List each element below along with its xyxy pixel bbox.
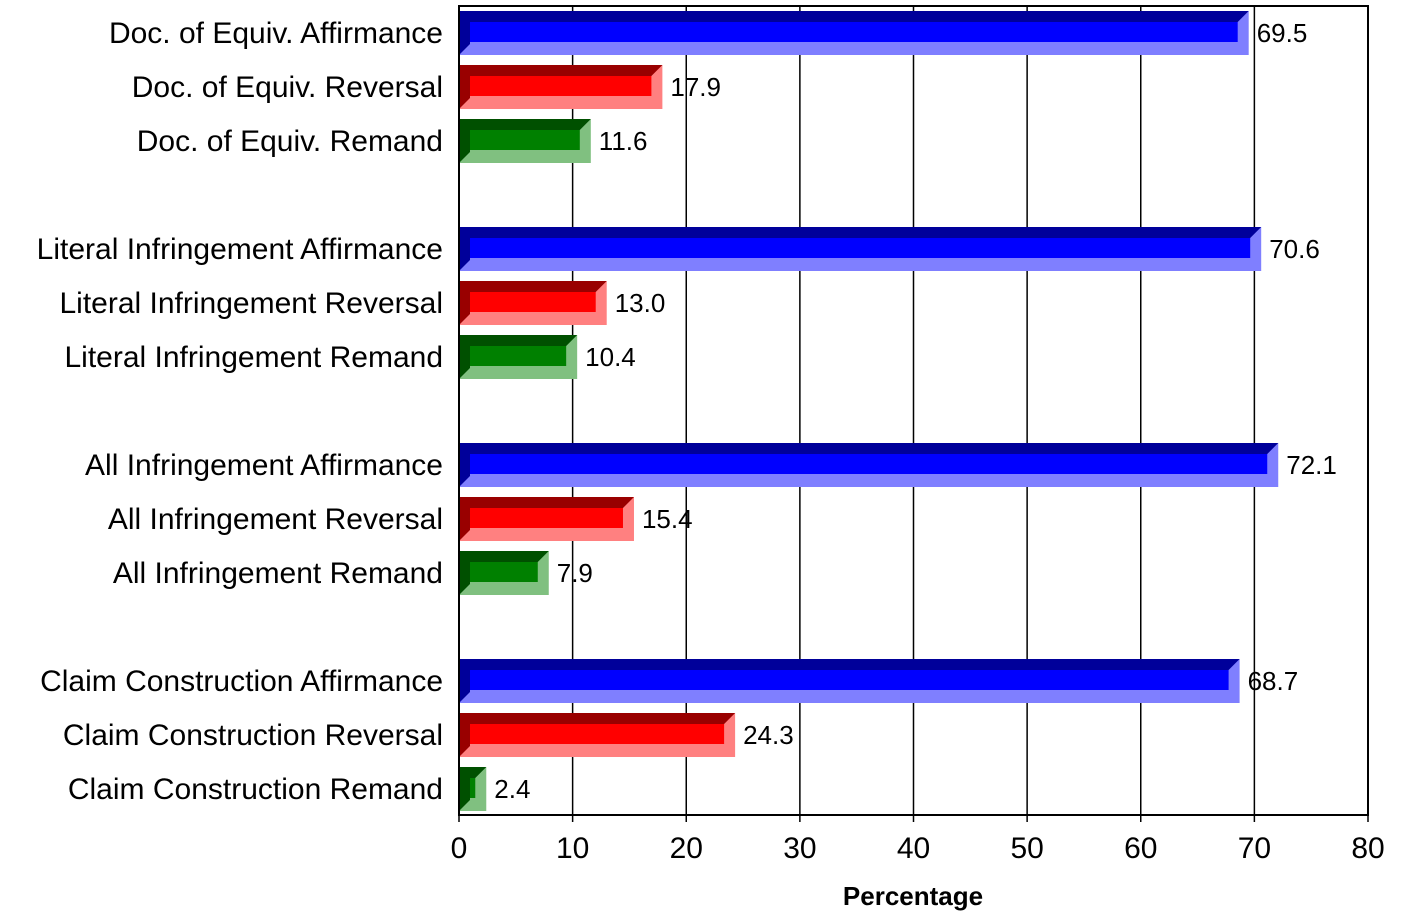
tick-layer: 0 10 20 30 40 50 60 70 80 bbox=[451, 815, 1385, 865]
grid-layer bbox=[571, 6, 1256, 815]
category-label: All Infringement Affirmance bbox=[85, 449, 443, 482]
category-label: All Infringement Remand bbox=[113, 557, 443, 590]
bar bbox=[459, 443, 1279, 487]
bar-face bbox=[470, 130, 580, 150]
x-axis-title: Percentage bbox=[843, 881, 983, 911]
bar bbox=[459, 767, 487, 811]
category-label: Claim Construction Affirmance bbox=[40, 665, 443, 698]
x-tick-label: 40 bbox=[897, 832, 930, 865]
category-label: All Infringement Reversal bbox=[108, 503, 443, 536]
x-tick-label: 20 bbox=[670, 832, 703, 865]
value-label: 72.1 bbox=[1286, 450, 1337, 480]
value-label: 11.6 bbox=[599, 126, 648, 156]
value-label: 13.0 bbox=[615, 288, 666, 318]
value-label: 17.9 bbox=[670, 72, 721, 102]
value-label: 70.6 bbox=[1269, 234, 1320, 264]
bar bbox=[459, 281, 607, 325]
x-tick-label: 70 bbox=[1238, 832, 1271, 865]
bar-bevel bbox=[459, 767, 487, 811]
bar bbox=[459, 659, 1240, 703]
value-label: 10.4 bbox=[585, 342, 636, 372]
value-label: 24.3 bbox=[743, 720, 794, 750]
bar-face bbox=[470, 670, 1229, 690]
x-tick-label: 60 bbox=[1124, 832, 1157, 865]
bar bbox=[459, 497, 634, 541]
category-label: Doc. of Equiv. Affirmance bbox=[109, 17, 443, 50]
value-label: 15.4 bbox=[642, 504, 693, 534]
bar-face bbox=[470, 346, 567, 366]
label-layer: Doc. of Equiv. Affirmance 69.5 Doc. of Equ… bbox=[37, 17, 1337, 806]
x-tick-label: 0 bbox=[451, 832, 468, 865]
bar-face bbox=[470, 562, 538, 582]
bar-face bbox=[470, 508, 623, 528]
category-label: Claim Construction Remand bbox=[68, 773, 443, 806]
x-tick-label: 80 bbox=[1351, 832, 1384, 865]
bar-face bbox=[470, 238, 1251, 258]
bar bbox=[459, 335, 578, 379]
bar-face bbox=[470, 22, 1238, 42]
x-tick-label: 50 bbox=[1010, 832, 1043, 865]
category-label: Literal Infringement Remand bbox=[64, 341, 443, 374]
value-label: 68.7 bbox=[1248, 666, 1299, 696]
bar bbox=[459, 65, 663, 109]
bar-face bbox=[470, 724, 725, 744]
bar bbox=[459, 11, 1249, 55]
bar-face bbox=[470, 292, 596, 312]
value-label: 7.9 bbox=[557, 558, 593, 588]
category-label: Doc. of Equiv. Remand bbox=[137, 125, 443, 158]
bar bbox=[459, 227, 1262, 271]
bar bbox=[459, 713, 736, 757]
category-label: Literal Infringement Reversal bbox=[59, 287, 443, 320]
bar-layer bbox=[459, 11, 1279, 811]
bar-face bbox=[470, 454, 1268, 474]
x-tick-label: 10 bbox=[556, 832, 589, 865]
bar bbox=[459, 551, 549, 595]
bar bbox=[459, 119, 591, 163]
bar-face bbox=[470, 778, 476, 798]
category-label: Claim Construction Reversal bbox=[63, 719, 443, 752]
category-label: Doc. of Equiv. Reversal bbox=[132, 71, 443, 104]
x-tick-label: 30 bbox=[783, 832, 816, 865]
category-label: Literal Infringement Affirmance bbox=[37, 233, 443, 266]
bar-face bbox=[470, 76, 652, 96]
value-label: 2.4 bbox=[494, 774, 530, 804]
value-label: 69.5 bbox=[1257, 18, 1308, 48]
